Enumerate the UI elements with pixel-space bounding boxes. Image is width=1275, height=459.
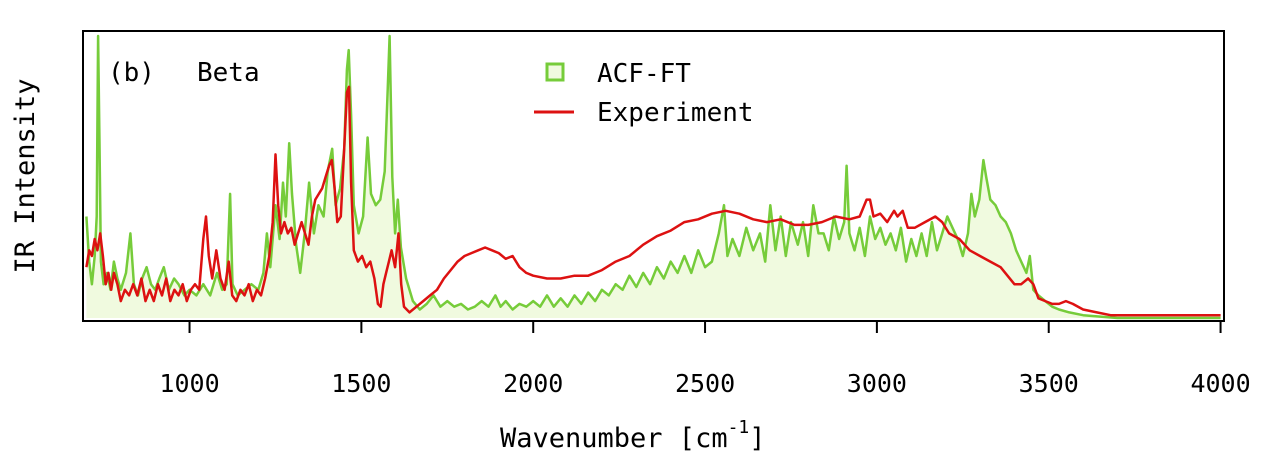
plot-frame (82, 30, 1225, 322)
y-axis-title: IR Intensity (10, 78, 41, 273)
x-axis-title-superscript: -1 (728, 417, 750, 438)
x-tick-label-2500: 2500 (675, 369, 735, 398)
x-axis-ticks: 1000 1500 2000 2500 3000 3500 4000 (159, 321, 1251, 398)
acf-ft-series-line (85, 34, 1221, 320)
x-axis-title-main: Wavenumber [cm (500, 423, 728, 454)
x-tick-label-3000: 3000 (847, 369, 907, 398)
legend: ACF-FT Experiment (534, 59, 754, 128)
plot-area-clip-group (85, 34, 1221, 320)
legend-acf-marker (545, 62, 565, 82)
x-tick-label-3500: 3500 (1019, 369, 1079, 398)
x-tick-label-1000: 1000 (159, 369, 219, 398)
panel-title: Beta (197, 58, 260, 88)
legend-acf-label: ACF-FT (597, 59, 691, 89)
legend-experiment-label: Experiment (597, 98, 754, 128)
x-tick-label-2000: 2000 (503, 369, 563, 398)
x-tick-label-4000: 4000 (1190, 369, 1250, 398)
x-axis-title-suffix: ] (749, 423, 765, 454)
x-axis-title: Wavenumber [cm-1] (500, 417, 766, 454)
acf-ft-area (86, 36, 1221, 318)
panel-label: (b) (108, 58, 155, 88)
x-tick-label-1500: 1500 (331, 369, 391, 398)
series-layer (85, 34, 1221, 320)
experiment-series-line (85, 85, 1221, 317)
